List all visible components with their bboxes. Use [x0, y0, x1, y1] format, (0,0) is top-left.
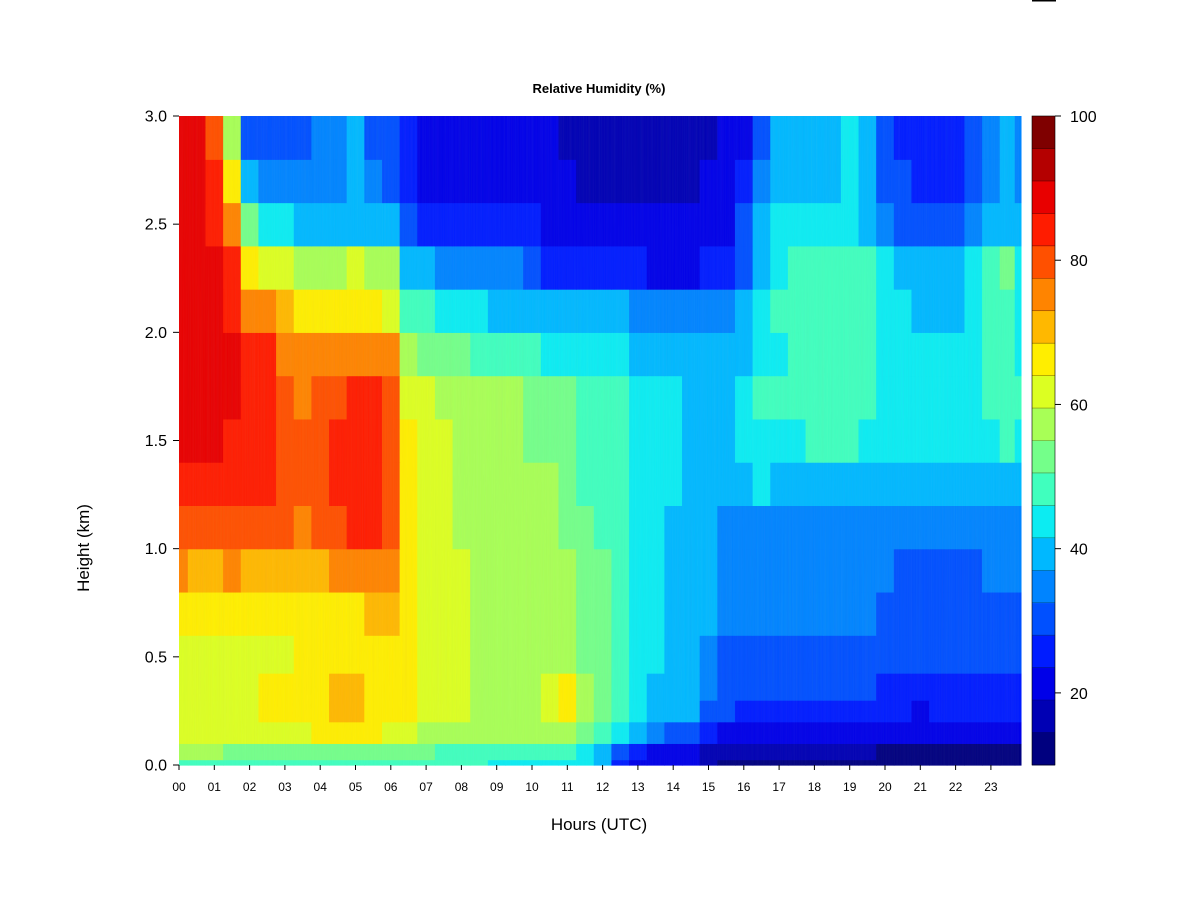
x-tick-label: 19	[843, 780, 857, 794]
y-tick-label: 2.0	[145, 325, 167, 342]
x-tick-label: 15	[702, 780, 716, 794]
colorbar-swatch	[1032, 278, 1055, 312]
x-tick-label: 01	[208, 780, 222, 794]
colorbar-tick-label: 60	[1070, 397, 1088, 414]
x-tick-label: 23	[984, 780, 998, 794]
x-tick-label: 10	[525, 780, 539, 794]
x-tick-label: 00	[172, 780, 186, 794]
y-tick-label: 0.5	[145, 649, 167, 666]
x-tick-label: 16	[737, 780, 751, 794]
heatmap-texture	[179, 116, 1019, 765]
colorbar-tick-label: 40	[1070, 542, 1088, 559]
colorbar-tick-label: 100	[1070, 109, 1097, 126]
x-tick-label: 08	[455, 780, 469, 794]
x-tick-label: 21	[914, 780, 928, 794]
x-tick-label: 13	[631, 780, 645, 794]
x-tick-label: 07	[419, 780, 433, 794]
x-tick-label: 04	[314, 780, 328, 794]
colorbar-swatch	[1032, 343, 1055, 376]
colorbar-swatch	[1032, 732, 1055, 766]
x-tick-label: 02	[243, 780, 257, 794]
colorbar-swatch	[1032, 245, 1055, 279]
colorbar: 20 40 60 80 100	[1031, 109, 1097, 766]
colorbar-swatch	[1032, 602, 1055, 636]
colorbar-swatch	[1032, 375, 1055, 409]
x-tick-label: 18	[808, 780, 822, 794]
colorbar-swatch	[1032, 310, 1055, 344]
colorbar-tick-label: 80	[1070, 253, 1088, 270]
x-tick-label: 22	[949, 780, 963, 794]
x-tick-label: 20	[878, 780, 892, 794]
x-tick-label: 17	[772, 780, 786, 794]
colorbar-tick-label: 20	[1070, 686, 1088, 703]
y-tick-label: 1.5	[145, 433, 167, 450]
colorbar-swatch	[1032, 570, 1055, 604]
x-axis-label: Hours (UTC)	[551, 815, 647, 834]
y-axis-label: Height (km)	[74, 504, 93, 592]
colorbar-swatch	[1032, 440, 1055, 474]
x-tick-label: 14	[667, 780, 681, 794]
colorbar-swatch	[1032, 505, 1055, 539]
colorbar-swatch	[1032, 116, 1055, 149]
x-tick-label: 12	[596, 780, 610, 794]
x-axis: 00 01 02 03 04 05 06 07 08 09 10 11 12 13 14 15 16 17 18 19…	[172, 765, 998, 794]
y-tick-label: 1.0	[145, 541, 167, 558]
x-tick-label: 06	[384, 780, 398, 794]
colorbar-swatch	[1032, 180, 1055, 214]
y-tick-label: 0.0	[145, 758, 167, 775]
colorbar-swatch	[1032, 213, 1055, 247]
y-tick-label: 3.0	[145, 109, 167, 126]
x-tick-label: 11	[561, 780, 574, 794]
colorbar-swatch	[1032, 635, 1055, 669]
colorbar-swatch	[1032, 472, 1055, 506]
x-tick-label: 05	[349, 780, 363, 794]
colorbar-swatch	[1032, 667, 1055, 701]
x-tick-label: 09	[490, 780, 504, 794]
colorbar-frame	[1031, 115, 1056, 766]
x-tick-label: 03	[278, 780, 292, 794]
y-tick-label: 2.5	[145, 217, 167, 234]
colorbar-swatch	[1032, 700, 1055, 733]
colorbar-swatch	[1032, 408, 1055, 441]
chart-title: Relative Humidity (%)	[533, 81, 666, 96]
colorbar-swatch	[1032, 537, 1055, 571]
y-axis: 0.0 0.5 1.0 1.5 2.0 2.5 3.0	[145, 109, 179, 775]
colorbar-swatch	[1032, 148, 1055, 182]
corner-mark	[1032, 0, 1056, 2]
